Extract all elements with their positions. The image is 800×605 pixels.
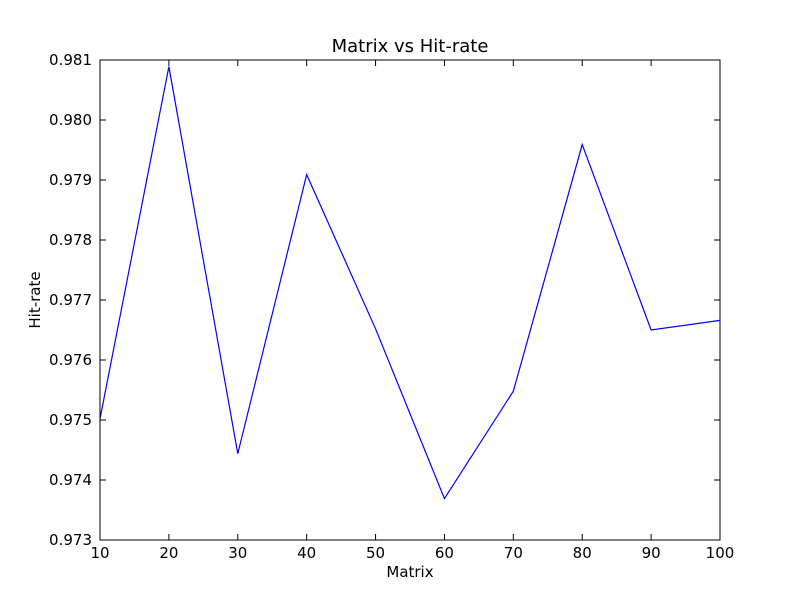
- y-axis-title: Hit-rate: [26, 271, 44, 328]
- x-tick-label: 80: [573, 544, 592, 562]
- y-tick-label: 0.981: [49, 51, 92, 69]
- chart-title: Matrix vs Hit-rate: [332, 36, 489, 57]
- x-tick-label: 40: [297, 544, 316, 562]
- y-tick-label: 0.979: [49, 171, 92, 189]
- x-axis-title: Matrix: [386, 563, 433, 581]
- y-tick-label: 0.975: [49, 411, 92, 429]
- x-tick-label: 100: [706, 544, 735, 562]
- y-tick-label: 0.976: [49, 351, 92, 369]
- x-tick-label: 60: [435, 544, 454, 562]
- x-tick-label: 10: [90, 544, 109, 562]
- y-tick-label: 0.974: [49, 471, 92, 489]
- x-tick-label: 20: [159, 544, 178, 562]
- x-tick-label: 90: [642, 544, 661, 562]
- y-tick-label: 0.977: [49, 291, 92, 309]
- x-tick-label: 70: [504, 544, 523, 562]
- plot-area: [100, 60, 720, 540]
- y-tick-label: 0.973: [49, 531, 92, 549]
- y-tick-label: 0.978: [49, 231, 92, 249]
- x-tick-labels: 10 20 30 40 50 60 70 80 90 100: [90, 544, 734, 562]
- x-tick-label: 50: [366, 544, 385, 562]
- x-tick-label: 30: [228, 544, 247, 562]
- y-tick-label: 0.980: [49, 111, 92, 129]
- y-tick-labels: 0.973 0.974 0.975 0.976 0.977 0.978 0.979 0.980…: [49, 51, 92, 549]
